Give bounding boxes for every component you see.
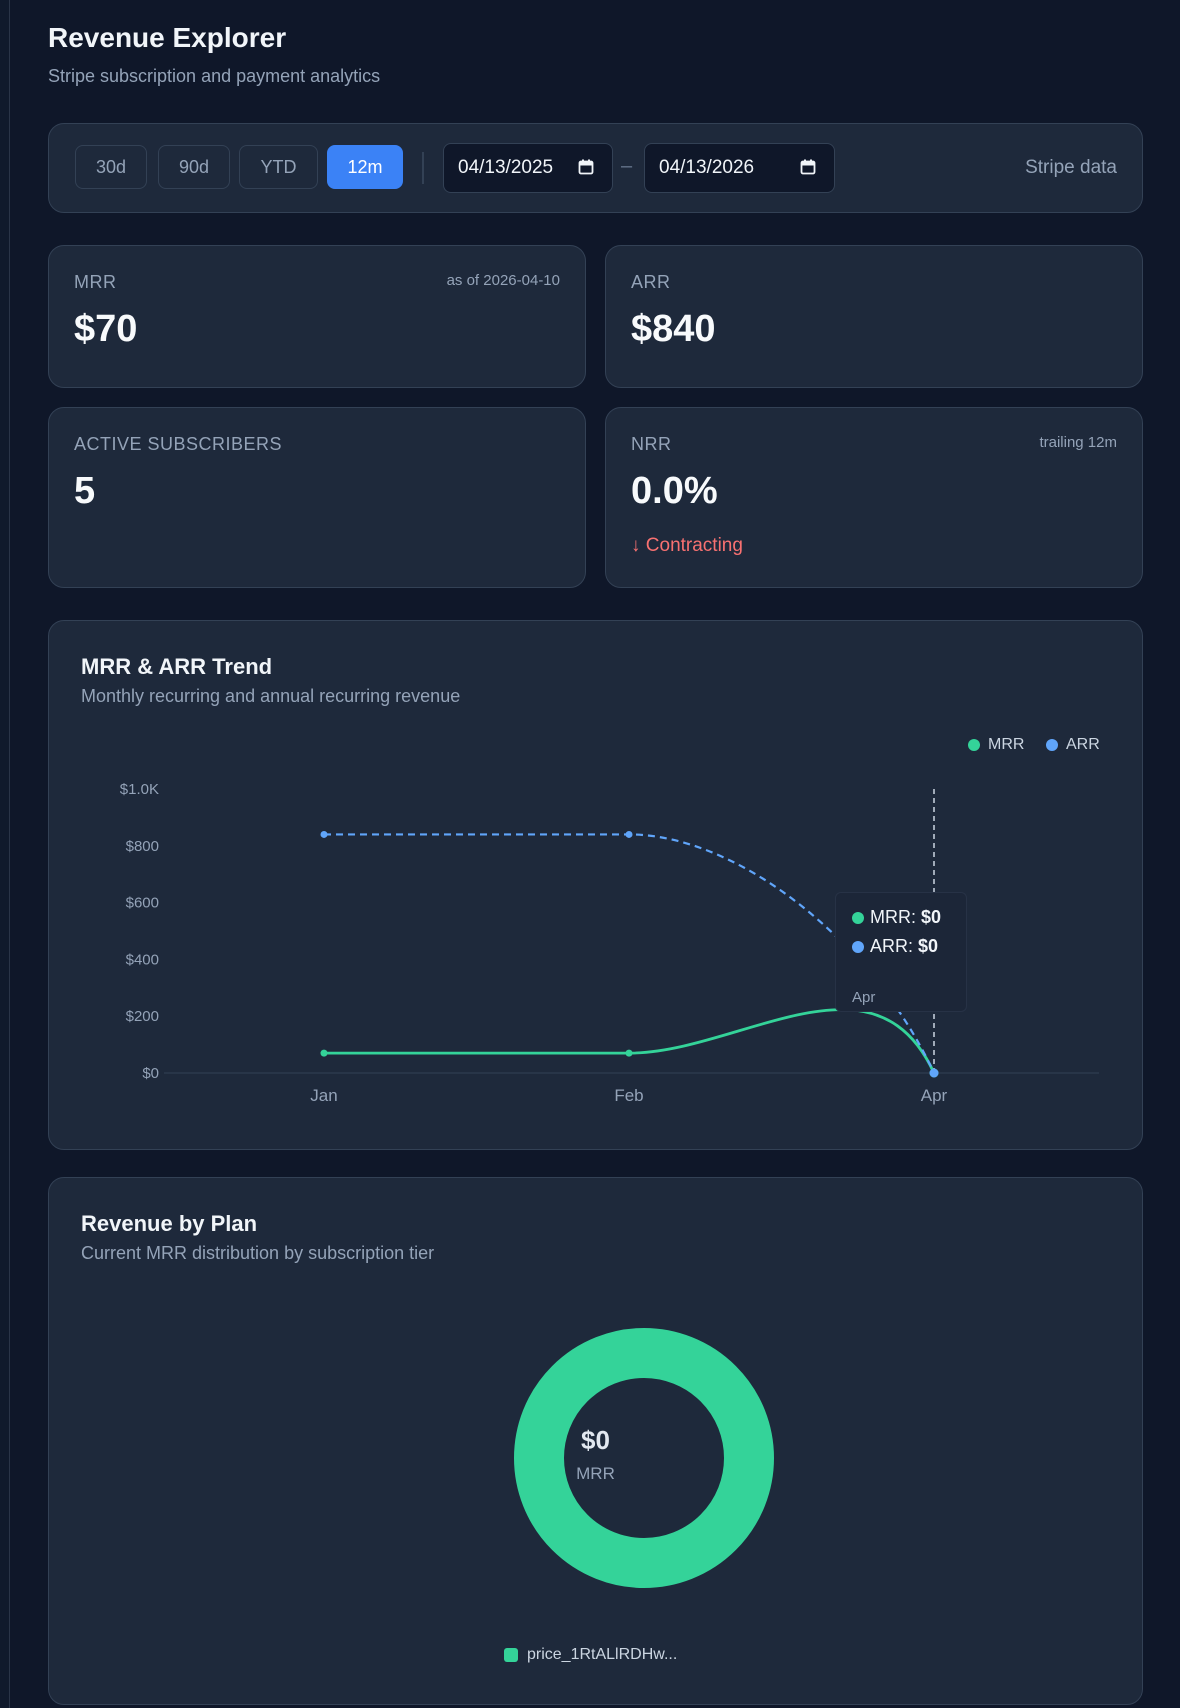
arr-dot-icon <box>852 940 864 953</box>
end-date-input[interactable]: 04/13/2026 <box>644 143 835 193</box>
mrr-swatch-icon <box>968 739 980 751</box>
tooltip-arr-label: ARR: <box>870 936 914 956</box>
trend-subtitle: Monthly recurring and annual recurring r… <box>81 686 461 706</box>
date-separator: – <box>621 155 633 177</box>
y-tick-label: $0 <box>142 1065 159 1082</box>
x-tick-label: Jan <box>310 1086 337 1105</box>
data-point-arr <box>320 830 328 838</box>
plan-title: Revenue by Plan <box>81 1211 258 1236</box>
nrr-card: NRR trailing 12m 0.0% ↓ Contracting <box>605 407 1143 588</box>
mrr-card: MRR as of 2026-04-10 $70 <box>48 245 586 388</box>
nrr-period: trailing 12m <box>1039 434 1117 451</box>
y-tick-label: $200 <box>126 1008 159 1025</box>
data-point-arr <box>625 830 633 838</box>
nrr-trend: ↓ Contracting <box>631 535 743 556</box>
tooltip-mrr-value: $0 <box>921 907 942 927</box>
donut-slice[interactable] <box>514 1328 774 1588</box>
trend-chart-panel: MRR & ARR Trend Monthly recurring and an… <box>48 620 1143 1150</box>
y-tick-label: $1.0K <box>120 781 159 798</box>
plan-swatch-icon <box>504 1648 518 1662</box>
legend-mrr[interactable]: MRR <box>968 736 1024 754</box>
calendar-icon[interactable] <box>800 159 816 175</box>
donut-center-value: $0 <box>581 1425 610 1455</box>
range-90d-button[interactable]: 90d <box>158 145 230 189</box>
y-tick-label: $400 <box>126 951 159 968</box>
legend-arr-label: ARR <box>1066 736 1100 753</box>
calendar-icon[interactable] <box>578 159 594 175</box>
subscribers-value: 5 <box>74 470 96 512</box>
plan-chart-panel: Revenue by Plan Current MRR distribution… <box>48 1177 1143 1705</box>
legend-mrr-label: MRR <box>988 736 1025 753</box>
start-date-input[interactable]: 04/13/2025 <box>443 143 613 193</box>
arr-label: ARR <box>631 272 671 292</box>
legend-arr[interactable]: ARR <box>1046 736 1100 754</box>
nrr-label: NRR <box>631 434 672 454</box>
data-point-mrr <box>625 1049 633 1057</box>
data-point-arr <box>929 1068 939 1078</box>
arr-swatch-icon <box>1046 739 1058 751</box>
data-source-label: Stripe data <box>1025 157 1117 178</box>
arr-card: ARR $840 <box>605 245 1143 388</box>
mrr-dot-icon <box>852 911 864 924</box>
nrr-value: 0.0% <box>631 470 718 512</box>
data-point-mrr <box>320 1049 328 1057</box>
plan-donut-chart[interactable] <box>504 1318 784 1598</box>
page-subtitle: Stripe subscription and payment analytic… <box>48 66 381 86</box>
plan-legend-label: price_1RtALlRDHw... <box>527 1646 678 1663</box>
end-date-value: 04/13/2026 <box>659 157 755 178</box>
y-tick-label: $600 <box>126 895 159 912</box>
series-line-mrr <box>324 1008 936 1074</box>
plan-subtitle: Current MRR distribution by subscription… <box>81 1243 435 1263</box>
series-line-arr <box>324 833 935 1074</box>
mrr-value: $70 <box>74 308 138 350</box>
range-ytd-button[interactable]: YTD <box>239 145 318 189</box>
subscribers-card: ACTIVE SUBSCRIBERS 5 <box>48 407 586 588</box>
mrr-as-of: as of 2026-04-10 <box>446 272 560 289</box>
tooltip-mrr-row: MRR: $0 <box>852 907 941 928</box>
arr-value: $840 <box>631 308 716 350</box>
tooltip-period: Apr <box>852 989 876 1006</box>
toolbar-divider <box>422 152 424 184</box>
range-30d-button[interactable]: 30d <box>75 145 147 189</box>
date-range-toolbar: 30d 90d YTD 12m 04/13/2025 – 04/13/2026 … <box>48 123 1143 213</box>
x-tick-label: Feb <box>614 1086 643 1105</box>
subscribers-label: ACTIVE SUBSCRIBERS <box>74 434 283 454</box>
y-tick-label: $800 <box>126 838 159 855</box>
trend-title: MRR & ARR Trend <box>81 654 273 679</box>
start-date-value: 04/13/2025 <box>458 157 554 178</box>
range-12m-button[interactable]: 12m <box>327 145 403 189</box>
x-tick-label: Apr <box>921 1086 948 1105</box>
tooltip-arr-row: ARR: $0 <box>852 936 938 957</box>
mrr-label: MRR <box>74 272 117 292</box>
donut-center-label: MRR <box>576 1464 615 1483</box>
window-edge <box>0 0 10 1708</box>
tooltip-arr-value: $0 <box>918 936 939 956</box>
chart-tooltip: MRR: $0 ARR: $0 Apr <box>835 892 967 1012</box>
page-title: Revenue Explorer <box>48 22 287 53</box>
plan-legend-item[interactable]: price_1RtALlRDHw... <box>504 1646 677 1664</box>
trend-chart[interactable]: $0 $200 $400 $600 $800 $1.0K Jan Feb Apr <box>49 621 1142 1149</box>
tooltip-mrr-label: MRR: <box>870 907 916 927</box>
